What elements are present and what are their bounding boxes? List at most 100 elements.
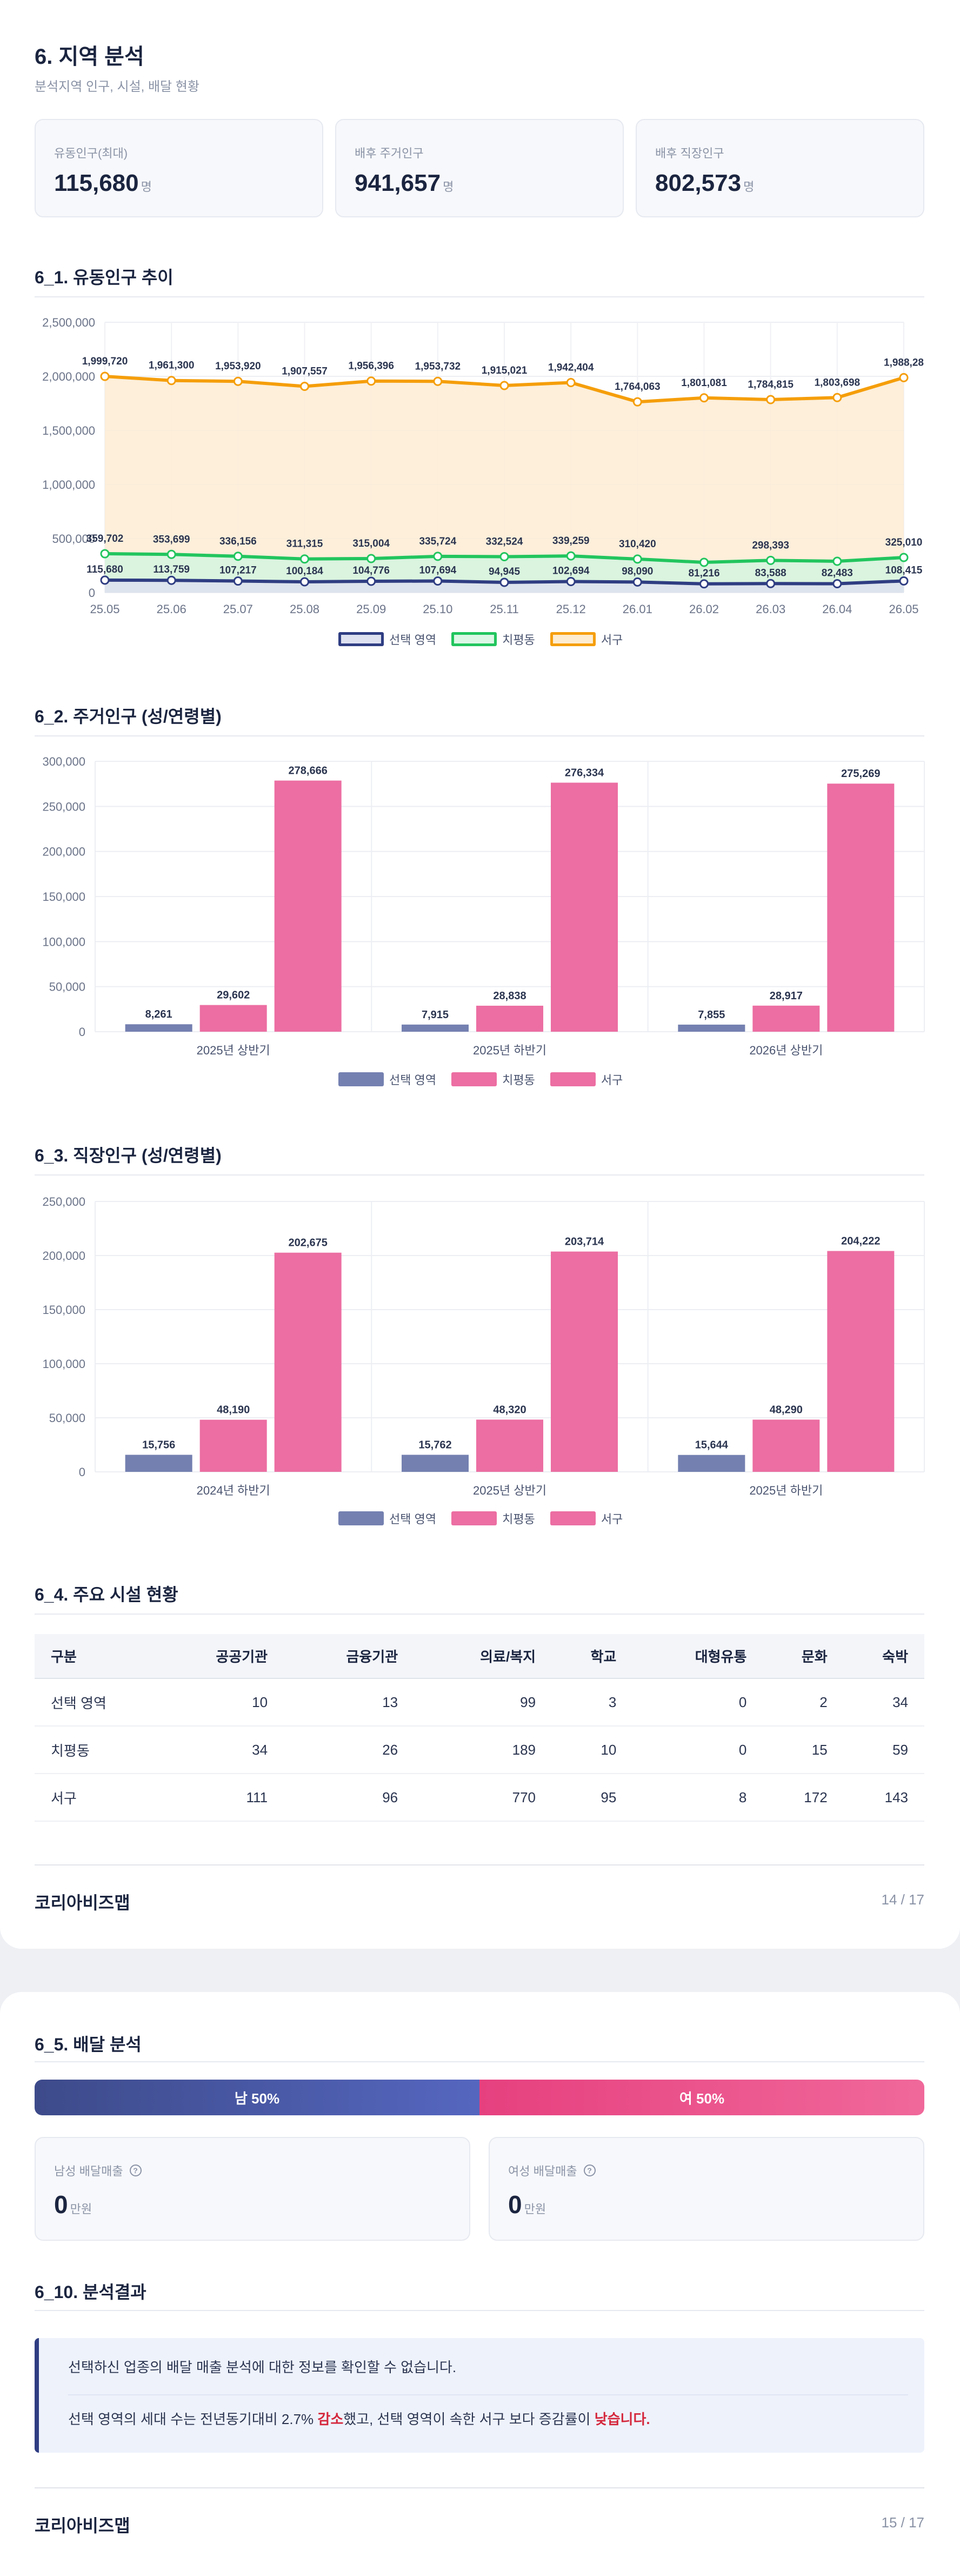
legend-item-chipyeong[interactable]: 치평동 — [451, 1510, 535, 1527]
data-label: 100,184 — [286, 566, 323, 577]
table-cell: 15 — [763, 1726, 844, 1774]
bar-value-label: 15,644 — [695, 1439, 729, 1451]
data-label: 1,999,720 — [82, 356, 128, 367]
data-point — [100, 371, 110, 381]
y-tick-label: 2,500,000 — [42, 316, 95, 329]
y-tick-label: 150,000 — [42, 1303, 85, 1317]
bar — [476, 1419, 543, 1472]
bar-value-label: 7,855 — [698, 1009, 725, 1021]
page-subtitle: 분석지역 인구, 시설, 배달 현황 — [35, 79, 199, 94]
stat-label: 배후 직장인구 — [655, 147, 724, 160]
bar-value-label: 15,756 — [142, 1439, 175, 1451]
y-tick-label: 0 — [79, 1025, 85, 1039]
data-label: 108,415 — [885, 565, 923, 576]
y-tick-label: 500,000 — [52, 532, 95, 546]
y-tick-label: 250,000 — [42, 1195, 85, 1209]
column-header: 대형유통 — [632, 1634, 763, 1679]
bar — [274, 1252, 342, 1472]
data-point — [366, 376, 376, 386]
data-point — [433, 376, 443, 386]
data-label: 1,764,063 — [615, 381, 661, 393]
help-icon[interactable]: ? — [583, 2165, 596, 2176]
section-divider — [35, 2310, 924, 2311]
y-tick-label: 200,000 — [42, 845, 85, 859]
y-tick-label: 100,000 — [42, 935, 85, 948]
data-label: 339,259 — [552, 535, 590, 547]
bar-value-label: 28,838 — [493, 990, 526, 1002]
data-label: 1,907,557 — [282, 366, 328, 377]
legend-item-seogu[interactable]: 서구 — [550, 1510, 623, 1527]
data-label: 82,483 — [822, 568, 853, 579]
legend-item-selected-area[interactable]: 선택 영역 — [338, 630, 436, 648]
y-tick-label: 250,000 — [42, 800, 85, 813]
bar-value-label: 48,290 — [770, 1404, 803, 1416]
table-cell: 96 — [284, 1774, 415, 1822]
legend-item-selected-area[interactable]: 선택 영역 — [338, 1071, 436, 1088]
data-point — [166, 376, 176, 386]
stat-label: 유동인구(최대) — [54, 147, 128, 160]
data-point — [166, 575, 176, 585]
data-point — [766, 395, 776, 404]
help-icon[interactable]: ? — [129, 2165, 142, 2176]
data-point — [566, 551, 576, 561]
y-tick-label: 1,500,000 — [42, 424, 95, 437]
section-title-floating-trend: 6_1. 유동인구 추이 — [35, 268, 174, 287]
data-label: 102,694 — [552, 565, 590, 576]
data-point — [233, 552, 243, 561]
report-page-15: 6_5. 배달 분석 남 50% 여 50% 남성 배달매출? 0 만원 여성 배… — [0, 1992, 960, 2576]
gender-female-segment: 여 50% — [479, 2080, 924, 2115]
table-row: 선택 영역 10 13 99 3 0 2 34 — [35, 1678, 924, 1727]
section-divider — [35, 1614, 924, 1615]
section-divider — [35, 1174, 924, 1176]
legend-item-chipyeong[interactable]: 치평동 — [451, 630, 535, 648]
bar — [125, 1455, 192, 1472]
table-cell: 34 — [843, 1678, 924, 1727]
table-cell: 111 — [154, 1774, 284, 1822]
gender-ratio-bar: 남 50% 여 50% — [35, 2080, 924, 2115]
data-point — [233, 576, 243, 586]
legend-item-chipyeong[interactable]: 치평동 — [451, 1071, 535, 1088]
data-point — [566, 576, 576, 586]
male-delivery-sales-card: 남성 배달매출? 0 만원 — [35, 2137, 470, 2241]
data-point — [699, 579, 709, 589]
bar — [827, 1251, 895, 1472]
bar-value-label: 202,675 — [289, 1237, 328, 1249]
data-point — [433, 552, 443, 561]
data-label: 1,784,815 — [748, 379, 794, 390]
x-tick-label: 25.06 — [157, 602, 186, 616]
table-cell: 34 — [154, 1726, 284, 1774]
stat-value: 115,680 명 — [54, 170, 152, 196]
legend-item-seogu[interactable]: 서구 — [550, 1071, 623, 1088]
x-tick-label: 25.12 — [556, 602, 586, 616]
section-divider — [35, 296, 924, 297]
bar — [402, 1024, 469, 1032]
table-cell: 0 — [632, 1678, 763, 1727]
data-point — [300, 577, 309, 587]
bar — [827, 784, 895, 1032]
data-point — [100, 575, 110, 585]
sales-label: 남성 배달매출? — [54, 2162, 142, 2179]
series-area — [105, 376, 904, 593]
y-tick-label: 200,000 — [42, 1249, 85, 1263]
sales-value: 0 만원 — [508, 2190, 546, 2219]
data-label: 1,803,698 — [815, 377, 861, 388]
bar — [551, 1251, 618, 1472]
x-tick-label: 26.04 — [822, 602, 852, 616]
bar-value-label: 28,917 — [770, 990, 803, 1002]
bar — [274, 780, 342, 1032]
data-label: 325,010 — [885, 537, 923, 548]
section-title-delivery: 6_5. 배달 분석 — [35, 2035, 142, 2054]
facilities-table: 구분 공공기관 금융기관 의료/복지 학교 대형유통 문화 숙박 선택 영역 1… — [35, 1634, 924, 1822]
legend-item-seogu[interactable]: 서구 — [550, 630, 623, 648]
stat-value: 941,657 명 — [355, 170, 454, 196]
bar — [125, 1024, 192, 1032]
section-divider — [35, 735, 924, 736]
data-label: 83,588 — [755, 567, 786, 579]
bar — [199, 1005, 267, 1032]
data-label: 1,801,081 — [681, 377, 727, 389]
data-point — [632, 554, 642, 564]
y-tick-label: 300,000 — [42, 755, 85, 768]
y-tick-label: 150,000 — [42, 890, 85, 904]
data-label: 311,315 — [286, 539, 323, 550]
legend-item-selected-area[interactable]: 선택 영역 — [338, 1510, 436, 1527]
